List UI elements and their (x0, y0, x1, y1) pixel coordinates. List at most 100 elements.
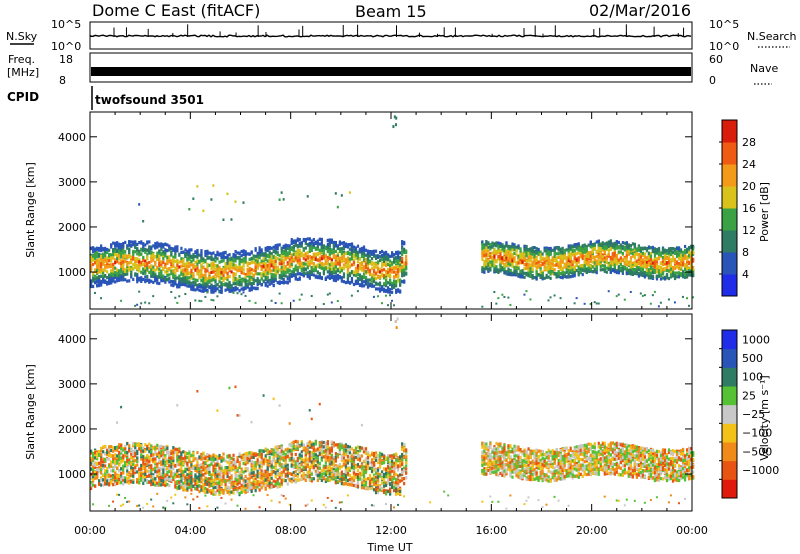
echo-cell (529, 259, 532, 263)
echo-cell (595, 267, 598, 271)
echo-cell (368, 282, 372, 286)
echo-cell (362, 280, 366, 284)
echo-cell (178, 282, 181, 287)
echo-cell (302, 273, 305, 278)
echo-cell (350, 242, 354, 246)
echo-cell (665, 273, 669, 277)
echo-cell (631, 242, 634, 246)
echo-cell (96, 283, 99, 287)
echo-cell (382, 268, 386, 272)
echo-cell (310, 255, 313, 260)
echo-cell (593, 270, 596, 274)
echo-cell (395, 263, 398, 267)
echo-cell (378, 275, 382, 279)
echo-cell (677, 271, 681, 275)
echo-cell (595, 240, 598, 244)
echo-cell (172, 248, 175, 252)
echo-cell (116, 257, 119, 261)
echo-cell (517, 274, 520, 278)
echo-cell (573, 270, 576, 274)
echo-cell (210, 276, 213, 280)
echo-cell (611, 257, 614, 261)
echo-cell (224, 264, 227, 268)
echo-cell (499, 244, 502, 248)
echo-cell (499, 242, 502, 246)
echo-cell (208, 251, 211, 255)
echo-cell (244, 284, 247, 288)
echo-cell (403, 263, 406, 267)
echo-cell (374, 255, 378, 259)
echo-cell (270, 281, 273, 285)
echo-cell (126, 244, 129, 248)
echo-cell (316, 239, 319, 243)
echo-cell (144, 262, 147, 266)
echo-cell (380, 268, 384, 272)
echo-cell (256, 272, 259, 276)
echo-cell (202, 257, 205, 261)
echo-cell (557, 265, 560, 269)
echo-cell (174, 277, 177, 282)
echo-cell (264, 251, 267, 255)
echo-cell (116, 253, 119, 257)
echo-cell (254, 262, 257, 266)
echo-cell (102, 252, 105, 256)
echo-cell (669, 267, 673, 271)
echo-cell (350, 263, 354, 267)
echo-cell (220, 259, 223, 264)
echo-cell (164, 262, 167, 266)
echo-cell (643, 259, 647, 263)
echo-cell (328, 249, 331, 253)
echo-cell (356, 290, 359, 293)
echo-cell (304, 258, 307, 262)
echo-cell (164, 280, 167, 284)
echo-cell (653, 260, 657, 264)
echo-cell (308, 261, 311, 265)
echo-cell (238, 289, 241, 293)
echo-cell (128, 253, 131, 257)
echo-cell (356, 270, 360, 274)
echo-cell (354, 246, 358, 250)
echo-cell (238, 262, 241, 266)
echo-cell (300, 241, 303, 245)
echo-cell (603, 260, 606, 264)
echo-cell (342, 263, 346, 267)
echo-cell (397, 250, 400, 254)
echo-cell (491, 255, 494, 259)
echo-cell (144, 243, 147, 247)
echo-cell (581, 250, 584, 254)
echo-cell (368, 254, 372, 258)
echo-cell (629, 251, 632, 255)
echo-cell (575, 268, 578, 273)
echo-cell (300, 293, 303, 296)
echo-cell (192, 274, 195, 278)
echo-cell (184, 268, 187, 272)
echo-cell (284, 280, 287, 284)
echo-cell (114, 249, 117, 253)
echo-cell (563, 274, 566, 278)
echo-cell (567, 262, 570, 266)
echo-cell (549, 247, 552, 251)
echo-cell (527, 252, 530, 256)
echo-cell (152, 257, 155, 262)
echo-cell (128, 261, 131, 265)
echo-cell (639, 253, 643, 257)
echo-cell (360, 249, 364, 253)
echo-cell (643, 255, 647, 260)
echo-cell (184, 262, 187, 266)
echo-cell (659, 273, 663, 277)
echo-cell (294, 239, 297, 243)
echo-cell (334, 271, 338, 275)
echo-cell (140, 241, 143, 245)
echo-cell (316, 275, 319, 279)
echo-cell (681, 261, 685, 265)
echo-cell (374, 277, 378, 281)
echo-cell (403, 271, 406, 275)
echo-cell (248, 271, 251, 275)
echo-cell (326, 262, 329, 266)
echo-cell (280, 247, 283, 251)
echo-cell (350, 279, 354, 283)
echo-cell (573, 253, 576, 257)
echo-cell (565, 275, 568, 279)
echo-cell (108, 264, 111, 269)
echo-cell (487, 245, 490, 249)
